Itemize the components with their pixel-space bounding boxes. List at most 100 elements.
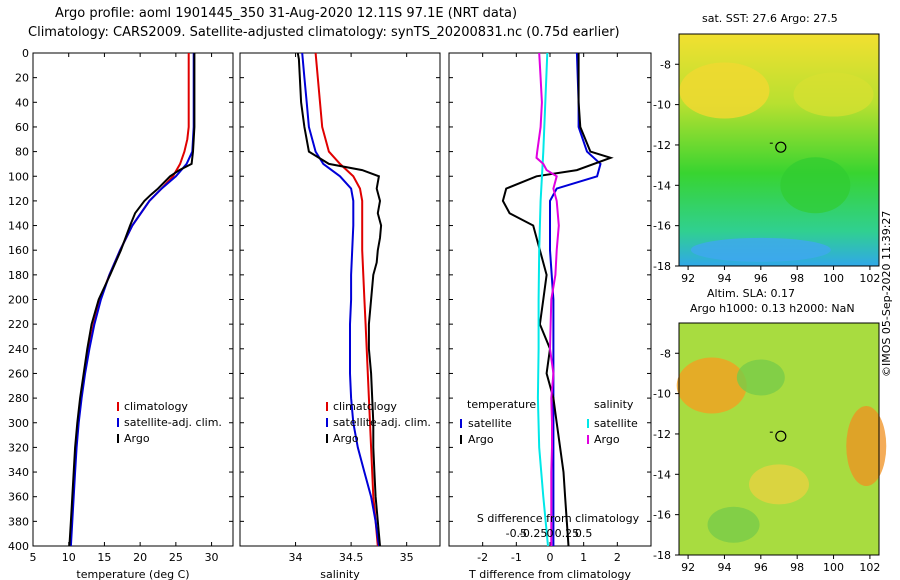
map-frame-0 (678, 33, 880, 267)
top-tick-label: -0.5 (506, 527, 527, 540)
x-tick-label: 2 (614, 551, 621, 564)
legend-label: satellite-adj. clim. (124, 416, 222, 429)
y-tick-label: -8 (660, 347, 671, 360)
plot-frame-0 (32, 52, 234, 547)
x-tick-label: 1 (580, 551, 587, 564)
series-line-argo (296, 52, 383, 547)
x-tick-label: -1 (511, 551, 522, 564)
y-tick-label: 40 (15, 96, 29, 109)
title-line2: Climatology: CARS2009. Satellite-adjuste… (28, 25, 620, 40)
y-tick-label: 120 (8, 195, 29, 208)
sla-map-subtitle: Argo h1000: 0.13 h2000: NaN (690, 302, 855, 315)
y-tick-label: 380 (8, 515, 29, 528)
series-line-climatology (314, 52, 379, 547)
legend-label: satellite (594, 417, 638, 430)
y-tick-label: 400 (8, 540, 29, 553)
x-tick-label: 35 (400, 551, 414, 564)
map-frame-1 (678, 322, 880, 556)
series-line-temperature-satellite (549, 52, 602, 546)
x-tick-label: 20 (133, 551, 147, 564)
sla-high-patch (676, 357, 747, 414)
series-line-climatology (69, 53, 190, 547)
sst-green-patch (780, 157, 851, 214)
series-line-temperature-argo (501, 53, 614, 547)
y-tick-label: -12 (653, 428, 671, 441)
x-tick-label: 30 (205, 551, 219, 564)
title-line1: Argo profile: aoml 1901445_350 31-Aug-20… (55, 6, 518, 21)
top-tick-label: -0.25 (519, 527, 547, 540)
legend-label: satellite (468, 417, 512, 430)
y-tick-label: 240 (8, 343, 29, 356)
legend-title: temperature (467, 398, 536, 411)
sla-low-patch (707, 506, 760, 543)
top-tick-label: 0 (547, 527, 554, 540)
x-tick-label: 5 (30, 551, 37, 564)
legend-label: satellite-adj. clim. (333, 416, 431, 429)
top-axis-label: S difference from climatology (477, 512, 640, 525)
legend-label: Argo (594, 433, 620, 446)
x-tick-label: 92 (681, 272, 695, 285)
argo-position-marker (775, 430, 787, 442)
y-tick-label: 20 (15, 72, 29, 85)
y-tick-label: 200 (8, 294, 29, 307)
y-tick-label: 260 (8, 367, 29, 380)
series-line-satellite-adj-clim- (301, 52, 380, 547)
legend-label: climatology (333, 400, 397, 413)
x-tick-label: -2 (477, 551, 488, 564)
y-tick-label: 140 (8, 220, 29, 233)
y-tick-label: -18 (653, 260, 671, 273)
sst-cool-patch (690, 237, 831, 262)
y-tick-label: -14 (653, 468, 671, 481)
x-tick-label: 15 (97, 551, 111, 564)
x-tick-label: 25 (169, 551, 183, 564)
y-tick-label: 280 (8, 392, 29, 405)
sst-warm-patch (793, 72, 874, 117)
y-tick-label: -10 (653, 388, 671, 401)
plot-frame-1 (239, 52, 441, 547)
legend-label: climatology (124, 400, 188, 413)
y-tick-label: 160 (8, 244, 29, 257)
x-tick-label: 0 (547, 551, 554, 564)
x-tick-label: 94 (717, 272, 731, 285)
x-tick-label: 34.5 (339, 551, 364, 564)
x-tick-label: 100 (823, 272, 844, 285)
x-axis-label: temperature (deg C) (76, 568, 189, 580)
x-tick-label: 98 (790, 272, 804, 285)
sla-low-patch (736, 359, 785, 396)
series-line-salinity-argo (535, 52, 560, 546)
sst-map-title: sat. SST: 27.6 Argo: 27.5 (702, 12, 838, 25)
x-tick-label: 96 (754, 272, 768, 285)
legend-label: Argo (468, 433, 494, 446)
legend-label: Argo (124, 432, 150, 445)
y-tick-label: 320 (8, 441, 29, 454)
sla-mid-patch (749, 464, 809, 505)
sla-map-title: Altim. SLA: 0.17 (707, 287, 796, 300)
y-tick-label: 0 (22, 47, 29, 60)
x-tick-label: 102 (859, 272, 880, 285)
y-tick-label: 340 (8, 466, 29, 479)
y-tick-label: 360 (8, 491, 29, 504)
top-tick-label: 0.5 (575, 527, 593, 540)
y-tick-label: -18 (653, 549, 671, 562)
x-tick-label: 96 (754, 561, 768, 574)
sla-high-patch (846, 406, 887, 487)
series-line-salinity-satellite (536, 52, 549, 547)
y-tick-label: -16 (653, 509, 671, 522)
x-axis-label: T difference from climatology (468, 568, 631, 580)
x-tick-label: 94 (717, 561, 731, 574)
top-tick-label: 0.25 (555, 527, 580, 540)
x-tick-label: 34 (289, 551, 303, 564)
y-tick-label: -8 (660, 58, 671, 71)
y-tick-label: 300 (8, 417, 29, 430)
y-tick-label: 80 (15, 146, 29, 159)
y-tick-label: -10 (653, 99, 671, 112)
legend-title: salinity (594, 398, 634, 411)
series-line-satellite-adj-clim- (69, 53, 195, 547)
x-tick-label: 92 (681, 561, 695, 574)
y-tick-label: -12 (653, 139, 671, 152)
series-line-argo (68, 53, 196, 547)
x-tick-label: 98 (790, 561, 804, 574)
y-tick-label: 180 (8, 269, 29, 282)
x-axis-label: salinity (320, 568, 360, 580)
